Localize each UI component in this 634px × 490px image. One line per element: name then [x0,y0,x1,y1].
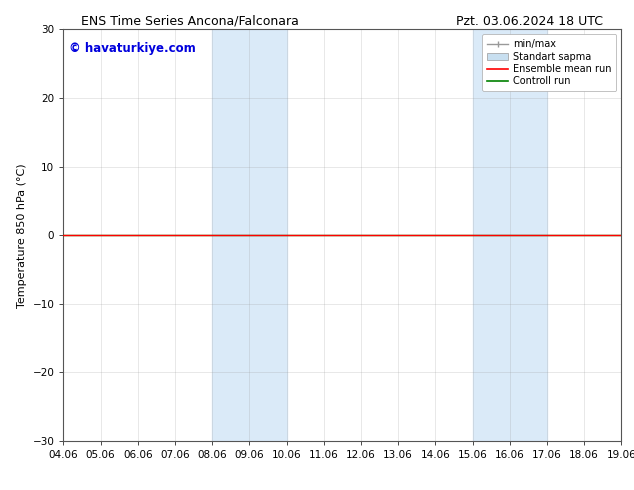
Text: © havaturkiye.com: © havaturkiye.com [69,42,196,55]
Y-axis label: Temperature 850 hPa (°C): Temperature 850 hPa (°C) [17,163,27,308]
Text: ENS Time Series Ancona/Falconara: ENS Time Series Ancona/Falconara [81,15,299,28]
Bar [472,29,547,441]
Bar [212,29,287,441]
Text: Pzt. 03.06.2024 18 UTC: Pzt. 03.06.2024 18 UTC [456,15,604,28]
Legend: min/max, Standart sapma, Ensemble mean run, Controll run: min/max, Standart sapma, Ensemble mean r… [482,34,616,91]
